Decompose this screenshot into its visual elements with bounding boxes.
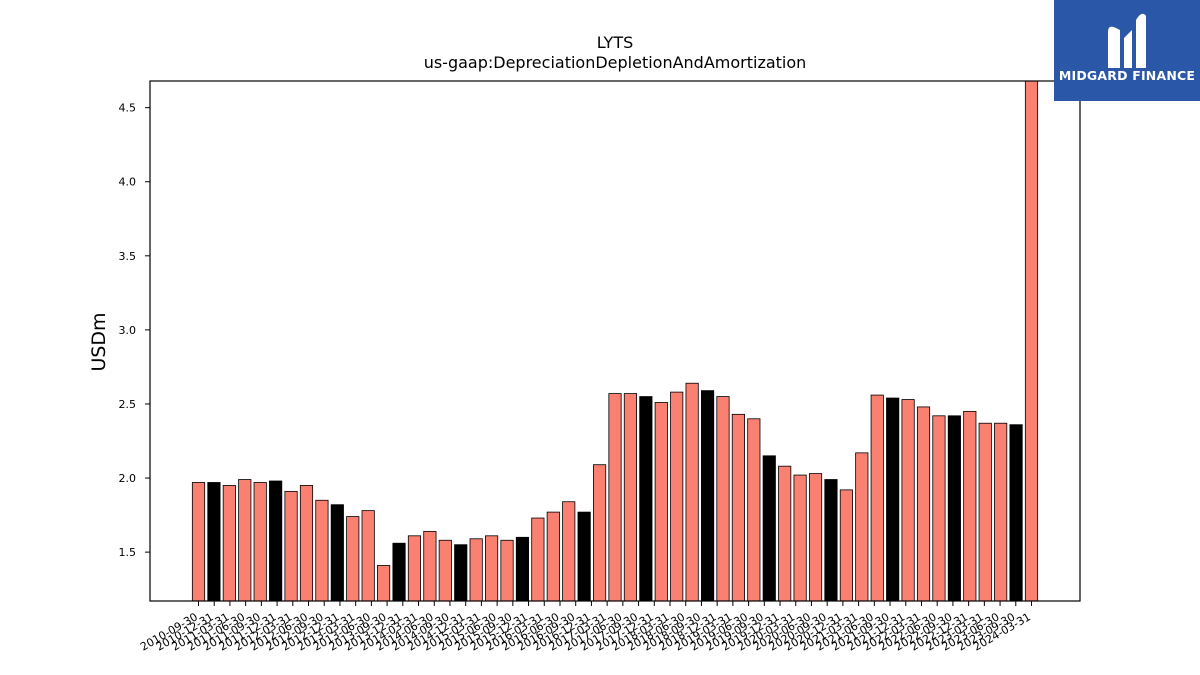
bar-2022-03-31	[901, 399, 915, 602]
bar-2011-12-31	[269, 480, 283, 602]
bar-2014-06-30	[423, 530, 437, 602]
bar-2023-03-31	[963, 410, 977, 602]
bar-2013-12-31	[392, 542, 406, 602]
bar-2010-09-30	[191, 482, 206, 602]
bar-2024-03-31	[1009, 424, 1023, 602]
y-tick-label: 2.5	[119, 398, 137, 411]
bar-2016-06-30	[546, 511, 560, 602]
bar-2012-06-30	[299, 485, 314, 602]
bar-2011-03-31	[222, 485, 236, 602]
bar-2023-09-30	[994, 422, 1008, 602]
bar-2020-12-31	[824, 479, 838, 602]
chart-title: LYTS	[597, 33, 634, 52]
y-tick-label: 3.0	[119, 324, 137, 337]
bar-2018-09-30	[685, 382, 699, 602]
logo-text: MIDGARD FINANCE	[1058, 68, 1196, 83]
bar-2022-12-31	[947, 415, 961, 602]
y-axis-label: USDm	[88, 312, 110, 371]
bar-2022-09-30	[932, 415, 946, 602]
bar-2016-12-31	[577, 511, 591, 602]
midgard-finance-logo: MIDGARD FINANCE	[1054, 0, 1200, 101]
bar-2017-12-31	[639, 396, 653, 602]
bar-2011-06-30	[238, 479, 252, 602]
bar-2012-03-31	[284, 490, 298, 602]
bar-2018-03-31	[654, 402, 668, 602]
x-ticks-group: 2010-09-302010-12-312011-03-312011-06-30…	[138, 601, 1033, 654]
bar-2016-09-30	[562, 501, 576, 602]
bar-2013-06-30	[361, 510, 375, 602]
bar-2017-06-30	[608, 393, 622, 602]
bar-2012-09-30	[315, 499, 329, 602]
bar-2019-12-31	[762, 455, 776, 602]
bar-2019-09-30	[747, 418, 761, 602]
bar-2015-12-31	[515, 536, 530, 602]
bar-2019-06-30	[731, 413, 745, 602]
bar-2018-06-30	[670, 391, 684, 602]
bar-2021-12-31	[886, 397, 900, 602]
bar-2013-03-31	[346, 516, 360, 602]
y-ticks-group: 1.5 2.0 2.5 3.0 3.5 4.0 4.5	[119, 102, 150, 559]
bar-2021-06-30	[855, 452, 869, 602]
bar-2015-03-31	[469, 538, 483, 602]
bar-2011-09-30	[253, 482, 267, 602]
bar-2018-12-31	[700, 390, 715, 602]
midgard-logo-icon	[1108, 13, 1146, 68]
y-tick-label: 2.0	[119, 472, 137, 485]
bar-2021-09-30	[870, 394, 884, 602]
y-tick-label: 4.5	[119, 102, 137, 115]
bar-2017-03-31	[593, 464, 607, 602]
bar-2017-09-30	[623, 393, 638, 602]
bar-2014-03-31	[407, 535, 422, 602]
bar-2020-09-30	[808, 473, 823, 602]
bar-2020-06-30	[793, 474, 807, 602]
bar-extra-54	[1024, 80, 1039, 602]
bar-2022-06-30	[916, 406, 931, 602]
bar-2023-06-30	[978, 422, 992, 602]
bar-2015-06-30	[485, 535, 499, 602]
bar-2016-03-31	[531, 517, 545, 602]
bars-group	[191, 80, 1039, 602]
y-tick-label: 1.5	[119, 546, 137, 559]
plot-frame	[149, 80, 1081, 602]
bar-2014-12-31	[454, 544, 468, 602]
bar-2012-12-31	[330, 504, 344, 602]
y-tick-label: 4.0	[119, 176, 137, 189]
y-tick-label: 3.5	[119, 250, 137, 263]
bar-2015-09-30	[500, 539, 514, 602]
chart-subtitle: us-gaap:DepreciationDepletionAndAmortiza…	[424, 53, 807, 72]
bar-2021-03-31	[839, 489, 853, 602]
bar-2010-12-31	[207, 482, 221, 602]
bar-2019-03-31	[716, 396, 730, 602]
bar-2020-03-31	[778, 465, 792, 602]
bar-2013-09-30	[377, 565, 391, 602]
bar-2014-09-30	[438, 539, 452, 602]
